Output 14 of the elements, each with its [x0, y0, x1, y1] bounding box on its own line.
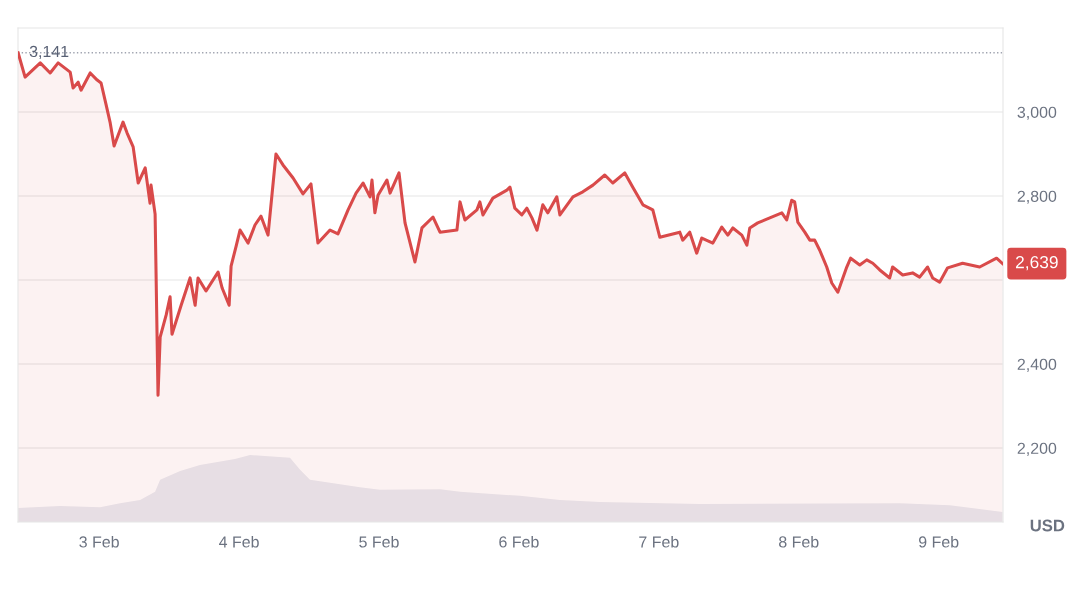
x-tick-label: 4 Feb	[219, 535, 259, 548]
x-tick-label: 7 Feb	[639, 535, 679, 548]
y-tick-label: 2,200	[1017, 442, 1057, 456]
y-tick-label: 2,800	[1017, 190, 1057, 204]
y-tick-label: 3,000	[1017, 106, 1057, 120]
ref-line-label: 3,141	[29, 45, 69, 59]
y-tick-label: 2,400	[1017, 358, 1057, 372]
y-axis-title: USD	[1030, 519, 1065, 532]
x-tick-label: 3 Feb	[79, 535, 119, 548]
x-tick-label: 5 Feb	[359, 535, 399, 548]
x-tick-label: 8 Feb	[779, 535, 819, 548]
annotation: 2,639	[1015, 256, 1058, 271]
x-tick-label: 9 Feb	[919, 535, 959, 548]
x-tick-label: 6 Feb	[499, 535, 539, 548]
